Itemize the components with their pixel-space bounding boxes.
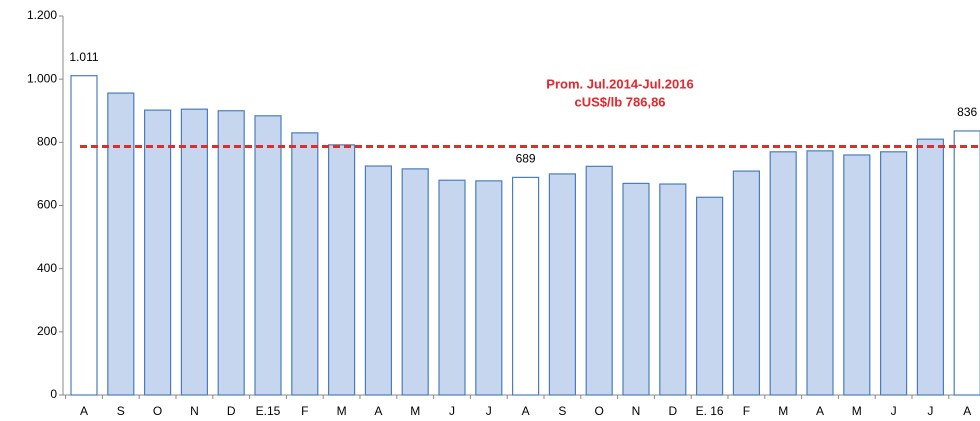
x-tick-label: E. 16 <box>696 404 724 418</box>
bar <box>328 144 356 396</box>
value-label: 689 <box>516 152 536 166</box>
x-tick-label: F <box>743 404 750 418</box>
bar <box>843 154 871 396</box>
bar <box>916 138 945 396</box>
x-tick-label: A <box>80 404 88 418</box>
bar <box>806 150 834 396</box>
bar <box>732 170 761 396</box>
x-tick-label: M <box>852 404 862 418</box>
bar <box>438 179 466 396</box>
y-tick-label: 400 <box>37 261 57 275</box>
x-tick-label: E.15 <box>256 404 281 418</box>
value-label: 836 <box>957 105 977 119</box>
x-tick-label: M <box>778 404 788 418</box>
bar <box>622 182 650 396</box>
bar <box>511 176 540 396</box>
bar <box>585 165 613 396</box>
value-label: 1.011 <box>69 50 98 64</box>
x-tick-label: J <box>486 404 492 418</box>
x-tick-label: F <box>301 404 308 418</box>
y-tick-label: 800 <box>37 135 57 149</box>
annotation: cUS$/lb 786,86 <box>574 94 665 109</box>
bar <box>254 115 282 396</box>
x-tick-label: A <box>522 404 530 418</box>
bar <box>475 180 503 396</box>
x-tick-label: O <box>595 404 604 418</box>
x-tick-label: M <box>337 404 347 418</box>
x-tick-label: A <box>374 404 382 418</box>
y-tick-label: 200 <box>37 324 57 338</box>
annotation: Prom. Jul.2014-Jul.2016 <box>546 76 693 91</box>
bar <box>953 130 980 396</box>
x-tick-label: J <box>891 404 897 418</box>
x-tick-label: J <box>449 404 455 418</box>
x-tick-label: S <box>117 404 125 418</box>
bar <box>180 108 208 396</box>
x-tick-label: A <box>963 404 971 418</box>
y-tick-label: 1.200 <box>27 8 57 22</box>
x-tick-label: S <box>558 404 566 418</box>
y-tick-label: 1.000 <box>27 71 57 85</box>
bar <box>107 92 135 396</box>
x-tick-label: O <box>153 404 162 418</box>
y-tick-label: 600 <box>37 198 57 212</box>
x-tick-label: M <box>410 404 420 418</box>
bar <box>769 151 797 396</box>
x-tick-label: N <box>632 404 641 418</box>
x-tick-label: A <box>816 404 824 418</box>
bar <box>217 110 245 396</box>
x-tick-label: D <box>227 404 236 418</box>
x-tick-label: J <box>927 404 933 418</box>
bar <box>548 173 577 396</box>
bar <box>70 75 98 396</box>
bar <box>695 196 724 396</box>
bar <box>659 183 687 396</box>
bar <box>364 165 392 396</box>
bar <box>879 151 908 396</box>
bar <box>144 109 172 396</box>
x-tick-label: D <box>668 404 677 418</box>
bar <box>291 132 319 396</box>
bar <box>401 168 429 396</box>
x-tick-label: N <box>190 404 199 418</box>
y-tick-label: 0 <box>50 387 57 401</box>
